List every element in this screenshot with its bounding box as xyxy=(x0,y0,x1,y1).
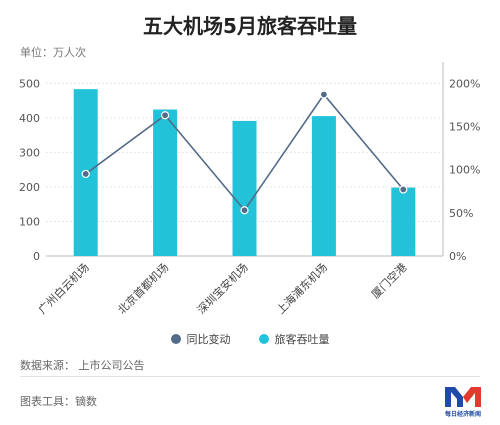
x-tick-label: 广州白云机场 xyxy=(35,260,92,317)
chart-title: 五大机场5月旅客吞吐量 xyxy=(143,14,357,38)
line-point xyxy=(81,169,90,179)
y-left-tick-label: 500 xyxy=(19,77,40,90)
y-right-tick-label: 0% xyxy=(449,250,466,263)
unit-label: 单位：万人次 xyxy=(20,46,86,59)
y-right-tick-label: 150% xyxy=(449,120,480,133)
legend-line-marker xyxy=(170,334,181,344)
y-right-tick-label: 200% xyxy=(449,77,480,90)
x-tick-label: 上海浦东机场 xyxy=(273,260,330,317)
x-tick-label: 深圳宝安机场 xyxy=(194,260,251,317)
y-left-tick-label: 300 xyxy=(19,146,40,159)
x-tick-label: 厦门空港 xyxy=(368,260,409,301)
bar xyxy=(153,109,178,256)
bar xyxy=(311,116,336,256)
line-point xyxy=(161,111,170,120)
legend-line-label: 同比变动 xyxy=(186,333,231,346)
footer-divider xyxy=(20,376,480,377)
legend-bar-marker xyxy=(258,334,269,344)
bar xyxy=(391,187,416,256)
line-point xyxy=(240,206,249,215)
x-tick-label: 北京首都机场 xyxy=(115,260,172,317)
y-right-tick-label: 100% xyxy=(449,164,480,177)
line-point xyxy=(319,90,328,99)
y-left-tick-label: 0 xyxy=(33,250,40,263)
svg-text:每日经济新闻: 每日经济新闻 xyxy=(444,410,481,418)
legend-bar-label: 旅客吞吐量 xyxy=(274,333,330,346)
legend-item-bar[interactable]: 旅客吞吐量 xyxy=(258,331,330,347)
legend-item-line[interactable]: 同比变动 xyxy=(170,331,231,347)
y-left-tick-label: 200 xyxy=(19,181,40,194)
data-source: 数据来源： 上市公司公告 xyxy=(20,359,145,372)
legend: 同比变动 旅客吞吐量 xyxy=(0,331,500,347)
y-left-tick-label: 400 xyxy=(19,112,40,125)
bar xyxy=(232,120,257,256)
y-right-tick-label: 50% xyxy=(449,207,473,220)
y-left-tick-label: 100 xyxy=(19,215,40,228)
chart-area: 0 100 200 300 400 500 0% 50% 100% 150% 200% 广州白云机场北… xyxy=(19,62,480,317)
publisher-logo: 每日经济新闻 xyxy=(444,387,481,418)
line-point xyxy=(399,185,408,194)
chart-tool-credit: 图表工具：镝数 xyxy=(20,395,97,408)
